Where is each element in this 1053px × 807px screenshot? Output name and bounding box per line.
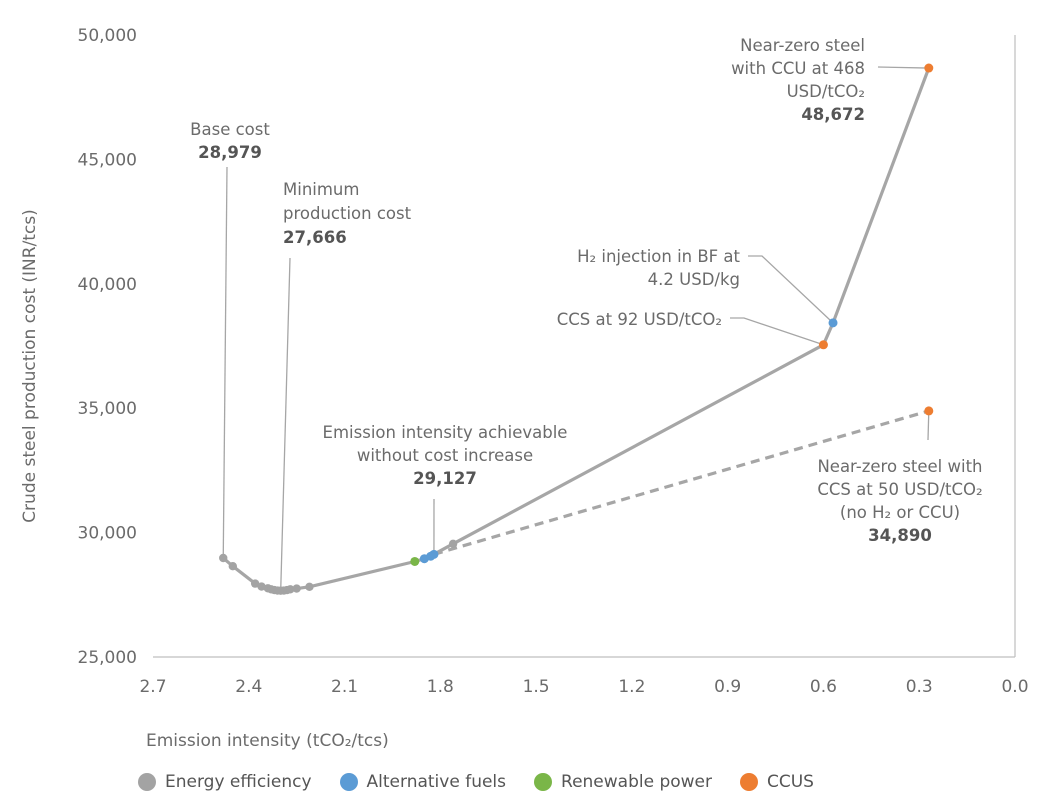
legend-item: Energy efficiency xyxy=(138,772,312,792)
annotation-no-cost-increase-value: 29,127 xyxy=(413,469,477,488)
y-tick-label: 45,000 xyxy=(78,150,137,170)
legend-swatch xyxy=(534,773,553,791)
data-point xyxy=(305,582,314,592)
data-point xyxy=(228,561,238,571)
leader-ccs-92 xyxy=(730,317,824,346)
annotation-minimum-cost-value: 27,666 xyxy=(283,228,347,247)
annotation-minimum-cost-text: production cost xyxy=(283,204,412,223)
x-tick-label: 2.4 xyxy=(235,677,262,697)
annotation-base-cost-text: Base cost xyxy=(190,120,270,139)
legend: Energy efficiency Alternative fuels Renewa… xyxy=(138,772,842,792)
annotation-near-zero-ccu-text: with CCU at 468 xyxy=(731,59,865,78)
legend-item: Renewable power xyxy=(534,772,712,792)
legend-item: Alternative fuels xyxy=(339,772,507,792)
x-tick-label: 0.6 xyxy=(810,677,837,697)
series-lines xyxy=(222,67,931,593)
x-tick-label: 0.0 xyxy=(1001,677,1028,697)
annotation-h2-injection-text: H₂ injection in BF at xyxy=(577,247,740,266)
leader-near-zero-ccu xyxy=(877,66,929,69)
annotation-near-zero-ccs-text: Near-zero steel with xyxy=(817,457,982,476)
leader-h2-injection xyxy=(748,255,834,324)
legend-item: CCUS xyxy=(740,772,814,792)
x-tick-label: 2.1 xyxy=(331,677,358,697)
annotation-minimum-cost-text: Minimum xyxy=(283,180,359,199)
annotation-near-zero-ccu-value: 48,672 xyxy=(801,105,865,124)
x-axis-title: Emission intensity (tCO₂/tcs) xyxy=(146,731,389,751)
x-tick-label: 0.9 xyxy=(714,677,741,697)
legend-label: Alternative fuels xyxy=(366,772,507,792)
annotation-no-cost-increase-text: Emission intensity achievable xyxy=(323,423,568,442)
annotation-near-zero-ccs-value: 34,890 xyxy=(868,526,932,545)
y-tick-label: 40,000 xyxy=(78,275,137,295)
leader-minimum-cost xyxy=(280,257,291,591)
legend-swatch xyxy=(339,773,358,791)
x-tick-label: 0.3 xyxy=(906,677,933,697)
data-point xyxy=(429,549,439,559)
data-point xyxy=(250,579,260,588)
data-point xyxy=(448,539,458,548)
legend-swatch xyxy=(138,773,156,791)
data-point xyxy=(924,406,934,416)
x-tick-label: 1.8 xyxy=(427,677,454,697)
annotation-near-zero-ccs-text: (no H₂ or CCU) xyxy=(840,503,960,522)
axes: 2.7 2.4 2.1 1.8 1.5 1.2 0.9 0.6 0.3 0.0 25,000 30,0… xyxy=(20,26,1029,751)
data-points xyxy=(219,63,934,595)
y-tick-label: 25,000 xyxy=(78,648,137,668)
data-point xyxy=(257,582,266,591)
annotation-ccs-92-text: CCS at 92 USD/tCO₂ xyxy=(557,310,722,329)
y-tick-label: 35,000 xyxy=(78,399,137,419)
legend-label: CCUS xyxy=(767,772,814,792)
data-point xyxy=(292,584,301,593)
y-axis-title: Crude steel production cost (INR/tcs) xyxy=(20,209,40,523)
data-point xyxy=(286,585,295,594)
data-point xyxy=(818,340,828,350)
annotation-no-cost-increase-text: without cost increase xyxy=(357,446,533,465)
annotation-base-cost-value: 28,979 xyxy=(198,143,262,162)
annotation-leaders xyxy=(222,66,930,591)
main-cost-curve xyxy=(222,67,931,593)
leader-near-zero-ccs xyxy=(927,410,930,441)
y-tick-label: 50,000 xyxy=(78,26,137,46)
x-tick-label: 1.5 xyxy=(523,677,550,697)
data-point xyxy=(828,318,838,328)
y-tick-label: 30,000 xyxy=(78,524,137,544)
annotation-near-zero-ccs-text: CCS at 50 USD/tCO₂ xyxy=(817,480,982,499)
annotation-h2-injection-text: 4.2 USD/kg xyxy=(648,270,740,289)
leader-base-cost xyxy=(222,166,228,559)
data-point xyxy=(924,63,934,73)
annotation-near-zero-ccu-text: USD/tCO₂ xyxy=(787,82,865,101)
ccs-only-dashed-curve xyxy=(433,409,930,556)
legend-label: Energy efficiency xyxy=(165,772,312,792)
x-tick-label: 1.2 xyxy=(618,677,645,697)
annotations: Base cost 28,979 Minimum production cost 27,… xyxy=(190,36,982,545)
legend-label: Renewable power xyxy=(561,772,712,792)
annotation-near-zero-ccu-text: Near-zero steel xyxy=(740,36,865,55)
x-tick-label: 2.7 xyxy=(139,677,166,697)
legend-swatch xyxy=(740,773,758,791)
data-point xyxy=(219,553,228,563)
data-point xyxy=(410,556,420,566)
